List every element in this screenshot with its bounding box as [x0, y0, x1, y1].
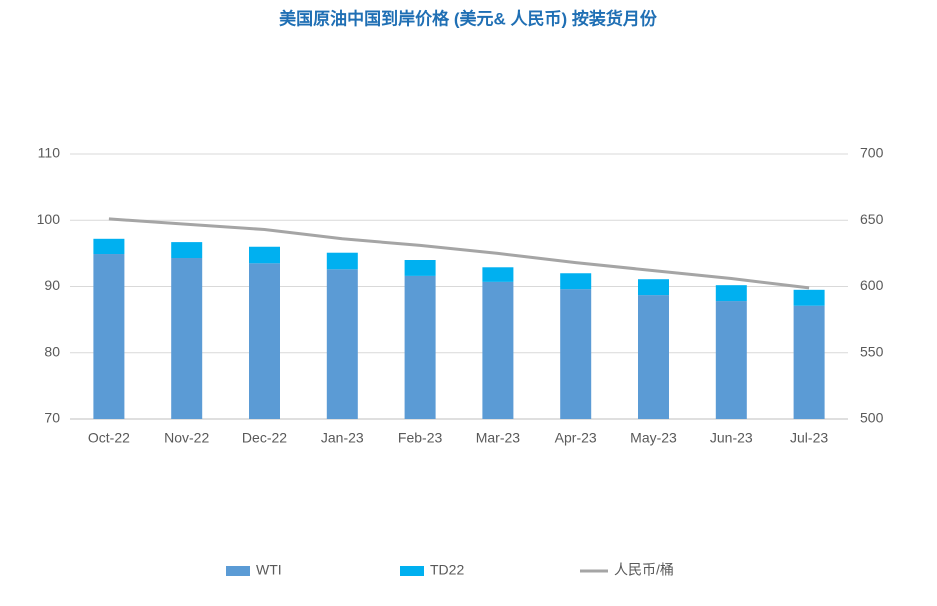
- x-tick-label: Oct-22: [88, 430, 130, 446]
- bar: [560, 289, 592, 419]
- bar: [715, 301, 747, 419]
- bar: [404, 260, 436, 276]
- legend-label: 人民币/桶: [614, 562, 674, 578]
- bar: [560, 273, 592, 290]
- x-tick-label: Jul-23: [790, 430, 828, 446]
- y-tick-label: 70: [44, 410, 60, 426]
- y2-tick-label: 600: [860, 277, 884, 293]
- bar: [482, 281, 514, 419]
- bar: [249, 246, 280, 264]
- bar: [249, 263, 280, 419]
- bar: [171, 242, 203, 259]
- legend-label: WTI: [256, 562, 282, 578]
- bar: [93, 238, 125, 255]
- x-tick-label: Mar-23: [476, 430, 521, 446]
- bar: [326, 252, 358, 270]
- bar: [482, 267, 514, 282]
- bar: [638, 279, 669, 296]
- y-tick-label: 100: [37, 211, 61, 227]
- y2-tick-label: 650: [860, 211, 884, 227]
- bar: [638, 295, 669, 419]
- x-tick-label: Jun-23: [710, 430, 753, 446]
- x-tick-label: Nov-22: [164, 430, 209, 446]
- bar: [404, 275, 436, 419]
- y2-tick-label: 700: [860, 145, 884, 161]
- y-tick-label: 80: [44, 343, 60, 359]
- x-tick-label: Feb-23: [398, 430, 443, 446]
- x-tick-label: Jan-23: [321, 430, 364, 446]
- y-tick-label: 90: [44, 277, 60, 293]
- bar: [793, 289, 825, 306]
- legend-swatch: [400, 566, 424, 576]
- chart-title: 美国原油中国到岸价格 (美元& 人民币) 按装货月份: [279, 8, 658, 28]
- bar: [171, 258, 203, 419]
- x-tick-label: May-23: [630, 430, 677, 446]
- legend-swatch: [226, 566, 250, 576]
- bar: [793, 305, 825, 419]
- bar: [93, 254, 125, 419]
- x-tick-label: Dec-22: [242, 430, 287, 446]
- legend-label: TD22: [430, 562, 464, 578]
- bar: [326, 269, 358, 419]
- y2-tick-label: 500: [860, 410, 884, 426]
- line: [108, 217, 810, 290]
- y-tick-label: 110: [38, 145, 61, 161]
- y2-tick-label: 550: [860, 343, 884, 359]
- bar: [715, 285, 747, 302]
- x-tick-label: Apr-23: [555, 430, 597, 446]
